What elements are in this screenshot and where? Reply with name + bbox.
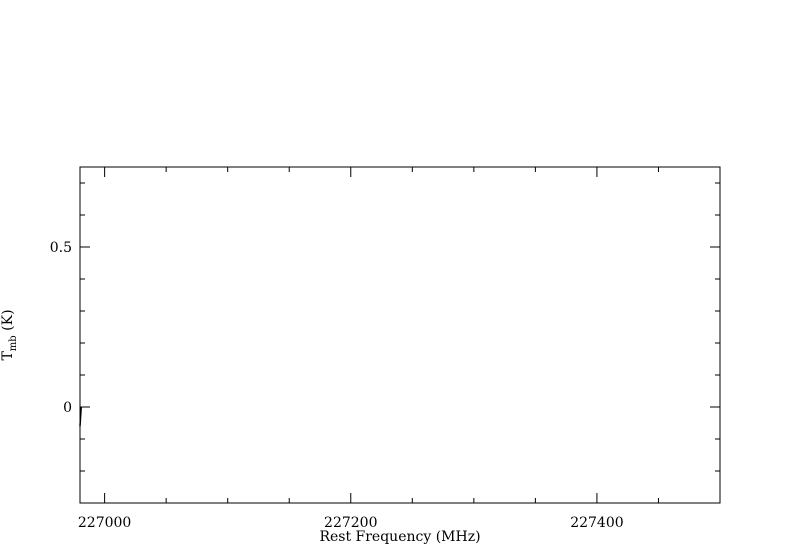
y-tick-label: 0 bbox=[63, 400, 72, 416]
x-tick-label: 227000 bbox=[78, 515, 131, 531]
x-axis-ticks: 227000 227200 227400 bbox=[78, 167, 721, 531]
y-tick-label: 0.5 bbox=[50, 240, 72, 256]
y-axis-label-unit: (K) bbox=[0, 309, 16, 335]
y-axis-ticks: 00.5 bbox=[50, 182, 720, 472]
y-axis-label-main: T bbox=[0, 351, 16, 361]
x-tick-label: 227200 bbox=[324, 515, 377, 531]
y-axis-label-sub: mb bbox=[8, 335, 19, 351]
series-layer bbox=[79, 406, 82, 427]
x-axis-label: Rest Frequency (MHz) bbox=[319, 529, 480, 545]
y-axis-label: Tmb (K) bbox=[0, 309, 19, 360]
spectrum-line bbox=[79, 406, 82, 427]
x-tick-label: 227400 bbox=[570, 515, 623, 531]
plot-frame bbox=[79, 166, 721, 504]
